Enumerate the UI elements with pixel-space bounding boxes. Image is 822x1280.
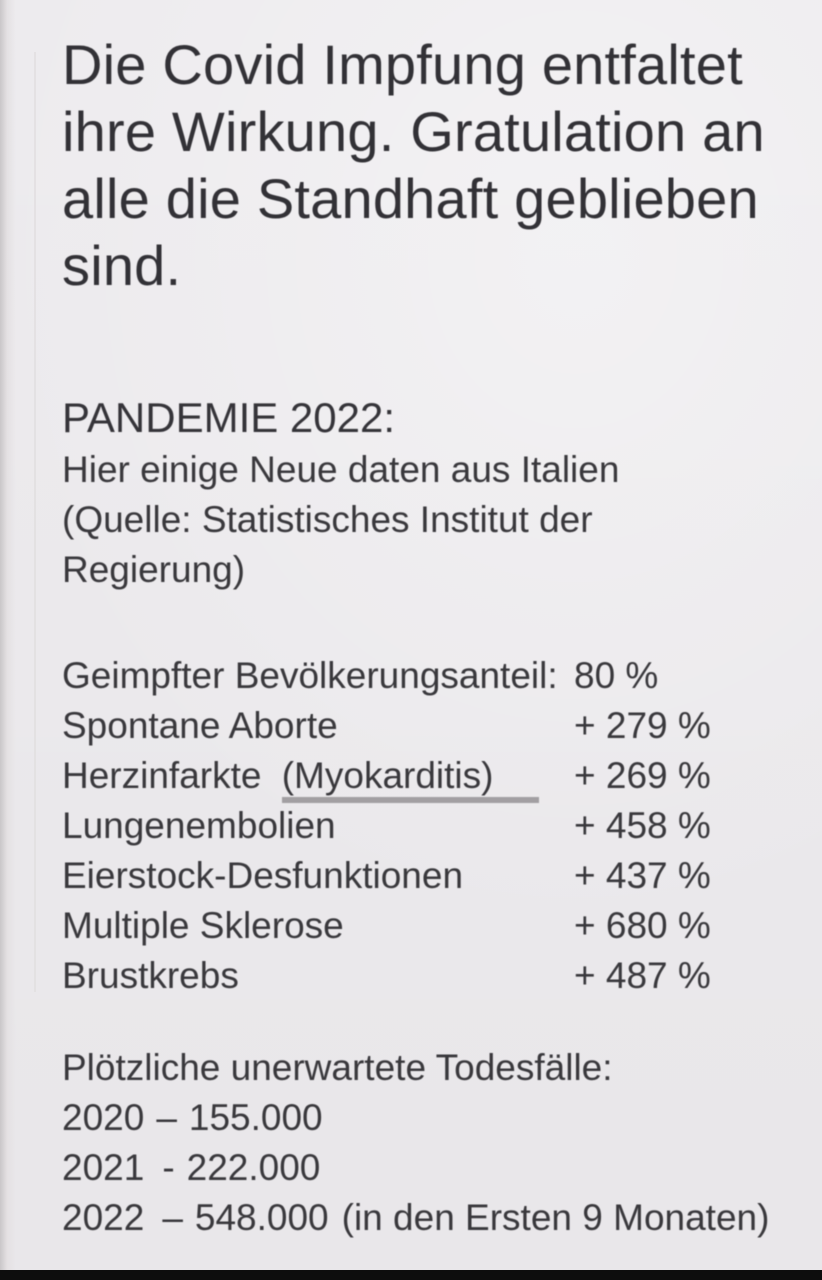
pandemic-source: (Quelle: Statistisches Institut der Regi… [62,499,593,590]
death-separator: – [162,1197,183,1238]
stat-label: Herzinfarkte [62,755,262,796]
stat-row: Brustkrebs + 487 % [62,951,766,1001]
pandemic-title: PANDEMIE 2022: [62,394,396,441]
stat-value: + 487 % [574,955,711,996]
post-content: Die Covid Impfung entfaltet ihre Wirkung… [62,0,769,1243]
death-amount: 155.000 [188,1097,323,1138]
intro-paragraph: Die Covid Impfung entfaltet ihre Wirkung… [62,0,766,299]
death-separator: – [156,1097,177,1138]
death-row: 2021-222.000 [62,1143,766,1193]
photo-left-edge-artifact [0,0,16,1280]
stat-row: Herzinfarkte (Myokarditis) + 269 % [62,751,766,803]
stat-label: Brustkrebs [62,955,239,996]
death-row: 2020–155.000 [62,1093,766,1143]
photo-crease-artifact [34,52,36,992]
intro-line: sind. [62,234,182,297]
death-note: (in den Ersten 9 Monaten) [341,1197,770,1238]
intro-line: Die Covid Impfung entfaltet [62,33,743,96]
deaths-section: Plötzliche unerwartete Todesfälle: 2020–… [62,1043,769,1243]
death-amount: 548.000 [194,1197,329,1238]
stat-value: + 458 % [574,805,711,846]
intro-line: ihre Wirkung. Gratulation an [62,100,765,163]
stat-label: Eierstock-Desfunktionen [62,855,464,896]
photo-bottom-bar-artifact [0,1270,822,1280]
stat-row-vaccinated: Geimpfter Bevölkerungsanteil: 80 % [62,651,766,701]
stat-row: Lungenembolien + 458 % [62,801,766,851]
stat-label: Spontane Aborte [62,705,338,746]
stat-value: + 680 % [574,905,711,946]
death-year: 2020 [62,1097,145,1138]
stat-row: Multiple Sklerose + 680 % [62,901,766,951]
death-year: 2022 [62,1197,145,1238]
stat-value: + 269 % [574,755,711,796]
stat-label: Geimpfter Bevölkerungsanteil: [62,655,558,696]
pandemic-subtitle: Hier einige Neue daten aus Italien [62,449,620,490]
death-year: 2021 [62,1147,145,1188]
stat-value: + 437 % [574,855,711,896]
death-row: 2022–548.000 (in den Ersten 9 Monaten) [62,1193,769,1243]
statistics-list: Geimpfter Bevölkerungsanteil: 80 % Spont… [62,651,766,1001]
intro-line: alle die Standhaft geblieben [62,167,759,230]
stat-value: + 279 % [574,705,711,746]
stat-row: Spontane Aborte + 279 % [62,701,766,751]
death-amount: 222.000 [186,1147,321,1188]
stat-label: Lungenembolien [62,805,336,846]
stat-label: Multiple Sklerose [62,905,344,946]
deaths-title: Plötzliche unerwartete Todesfälle: [62,1047,613,1088]
stat-label-underlined: (Myokarditis) [281,755,540,803]
stat-value: 80 % [574,655,659,696]
stat-row: Eierstock-Desfunktionen + 437 % [62,851,766,901]
death-separator: - [162,1147,175,1188]
pandemic-section-header: PANDEMIE 2022: Hier einige Neue daten au… [62,391,766,595]
